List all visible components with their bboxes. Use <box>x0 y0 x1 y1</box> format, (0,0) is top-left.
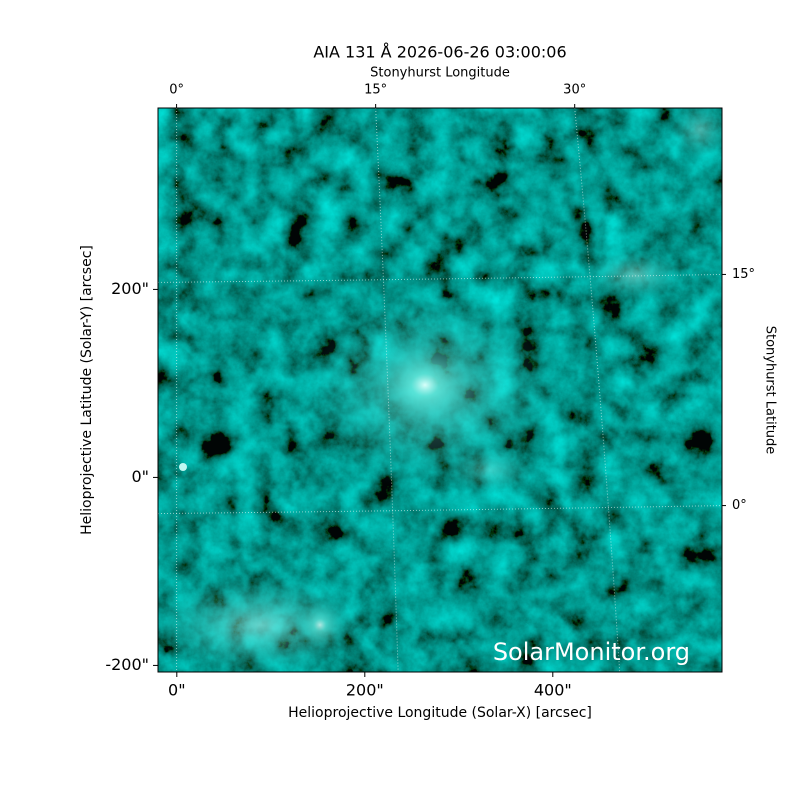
x-axis-label: Helioprojective Longitude (Solar-X) [arc… <box>288 705 592 721</box>
y2-tick-label: 0° <box>732 498 747 513</box>
x2-tick-label: 0° <box>169 83 184 98</box>
y-tick-label: 0" <box>131 467 149 486</box>
grid-line <box>375 107 399 673</box>
watermark: SolarMonitor.org <box>493 638 690 666</box>
y2-axis-label: Stonyhurst Latitude <box>763 326 778 455</box>
x2-tick-label: 30° <box>563 83 586 98</box>
grid-line <box>157 505 723 515</box>
y-tick-label: 200" <box>111 279 149 298</box>
y-axis-label: Helioprojective Latitude (Solar-Y) [arcs… <box>79 245 95 535</box>
grid-line <box>157 273 723 283</box>
y2-tick-label: 15° <box>732 267 755 282</box>
x2-tick-label: 15° <box>364 83 387 98</box>
x-tick-label: 400" <box>534 681 572 700</box>
chart-title: AIA 131 Å 2026-06-26 03:00:06 <box>313 43 566 62</box>
grid-line <box>574 107 621 673</box>
plot-frame <box>157 107 723 673</box>
grid <box>157 107 723 673</box>
solar-image <box>158 108 722 672</box>
x2-axis-label: Stonyhurst Longitude <box>370 66 510 81</box>
y-tick-label: -200" <box>105 655 149 674</box>
x-tick-label: 200" <box>346 681 384 700</box>
x-tick-label: 0" <box>168 681 186 700</box>
